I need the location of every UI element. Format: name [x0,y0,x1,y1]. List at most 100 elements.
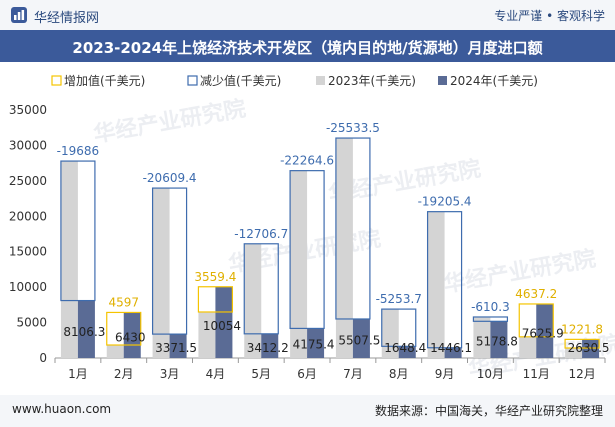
bar-2023 [290,170,308,358]
bar-2023 [427,211,445,358]
footer-site: www.huaon.com [12,402,112,416]
difference-box-decrease [60,160,96,302]
y-tick-label: 20000 [9,209,47,223]
bar-2023 [106,345,124,358]
legend-swatch-increase [51,75,62,86]
bar-2024 [352,318,370,358]
slogan: 专业严谨 • 客观科学 [494,9,605,23]
difference-box-decrease [426,211,463,349]
difference-box-increase [197,286,234,313]
difference-box-decrease [243,243,279,335]
bar-2024-value-label: 1446.1 [430,341,472,355]
bar-2024 [77,300,95,358]
logo-icon [11,7,27,23]
bar-2024-value-label: 8106.3 [63,325,105,339]
x-tick-label: 6月 [297,367,317,381]
bar-2024 [169,334,187,358]
difference-label: -610.3 [471,300,510,314]
y-tick-label: 25000 [9,174,47,188]
difference-label: -5253.7 [376,292,422,306]
y-tick-label: 35000 [9,103,47,117]
bar-2024-value-label: 5507.5 [338,333,380,347]
difference-label: -22264.6 [280,154,334,168]
difference-label: -20609.4 [143,171,197,185]
bar-2024-value-label: 1648.4 [384,341,426,355]
bar-2023 [565,348,583,358]
bar-2023 [198,311,216,358]
y-tick-label: 0 [39,351,47,365]
chart-title: 2023-2024年上饶经济技术开发区（境内目的地/货源地）月度进口额 [72,39,543,57]
bar-2024 [490,321,508,358]
difference-box-decrease [335,137,371,320]
chart: 华经产业研究院华经产业研究院华经产业研究院华经产业研究院华经产业研究院 增加值(… [9,73,615,383]
footer-source: 数据来源：中国海关，华经产业研究院整理 [374,404,603,418]
difference-label: 4597 [108,295,139,309]
bar-2024 [123,312,141,358]
bar-2024-value-label: 3371.5 [155,341,197,355]
footer-bar [0,395,615,427]
bar-2023 [152,188,170,358]
difference-box-increase [106,311,142,346]
bar-2024 [398,346,416,358]
x-tick-label: 12月 [568,367,595,381]
bar-2024-value-label: 7625.9 [522,327,564,341]
top-bar [0,0,615,30]
x-tick-label: 9月 [435,367,455,381]
difference-label: 4637.2 [515,287,557,301]
x-tick-label: 4月 [206,367,226,381]
bar-2024-value-label: 6430 [115,330,146,344]
bar-2024-value-label: 10054 [203,319,241,333]
bar-2024-value-label: 4175.4 [293,338,335,352]
bar-2024-value-label: 3412.2 [247,341,289,355]
x-tick-label: 10月 [477,367,504,381]
axes: 0 5000 10000 15000 20000 25000 30000 35000 1月 2月 3… [9,103,606,381]
legend-swatch-decrease [187,75,198,86]
bar-2023 [519,336,537,358]
y-tick-label: 10000 [9,280,47,294]
difference-box-increase [518,303,554,338]
bar-2024 [536,303,554,358]
difference-boxes [60,137,600,349]
difference-label: 3559.4 [194,270,236,284]
difference-label: -19686 [57,144,100,158]
y-tick-label: 5000 [16,316,47,330]
x-tick-label: 1月 [68,367,88,381]
difference-label: -25533.5 [326,121,380,135]
bar-2023 [244,243,262,358]
difference-box-increase [564,338,600,349]
title-bar [0,30,615,62]
bar-2024 [307,328,325,358]
difference-box-decrease [381,308,417,347]
difference-box-decrease [151,187,188,335]
x-tick-label: 11月 [523,367,550,381]
legend-swatch-bar2023 [316,76,325,85]
x-tick-label: 8月 [389,367,409,381]
watermark-text: 华经产业研究院 [92,96,248,148]
y-tick-label: 30000 [9,138,47,152]
x-tick-label: 7月 [343,367,363,381]
bar-2024-value-label: 2630.5 [568,341,610,355]
y-tick-label: 15000 [9,245,47,259]
difference-label: -12706.7 [234,227,288,241]
difference-box-decrease [472,316,509,322]
legend-swatch-bar2024 [438,76,447,85]
data-labels: -19686 8106.3 4597 6430 -20609.4 3371.5 3559.4… [57,121,610,355]
legend-label: 减少值(千美元) [200,73,281,88]
bar-2024-value-label: 5178.8 [476,334,518,348]
bar-2024 [444,347,462,358]
bar-2024 [261,333,279,358]
bar-2023 [60,161,78,358]
brand-name: 华经情报网 [34,11,100,26]
x-tick-label: 5月 [251,367,271,381]
x-tick-label: 3月 [160,367,180,381]
legend-label: 2023年(千美元) [328,74,416,88]
difference-label: 1221.8 [561,322,603,336]
bars [60,138,600,358]
bar-2023 [335,138,353,358]
bar-2023 [473,316,491,358]
difference-box-decrease [289,170,325,330]
x-tick-label: 2月 [114,367,134,381]
legend-label: 增加值(千美元) [64,73,145,88]
legend-label: 2024年(千美元) [450,74,538,88]
bar-2024 [582,339,600,358]
